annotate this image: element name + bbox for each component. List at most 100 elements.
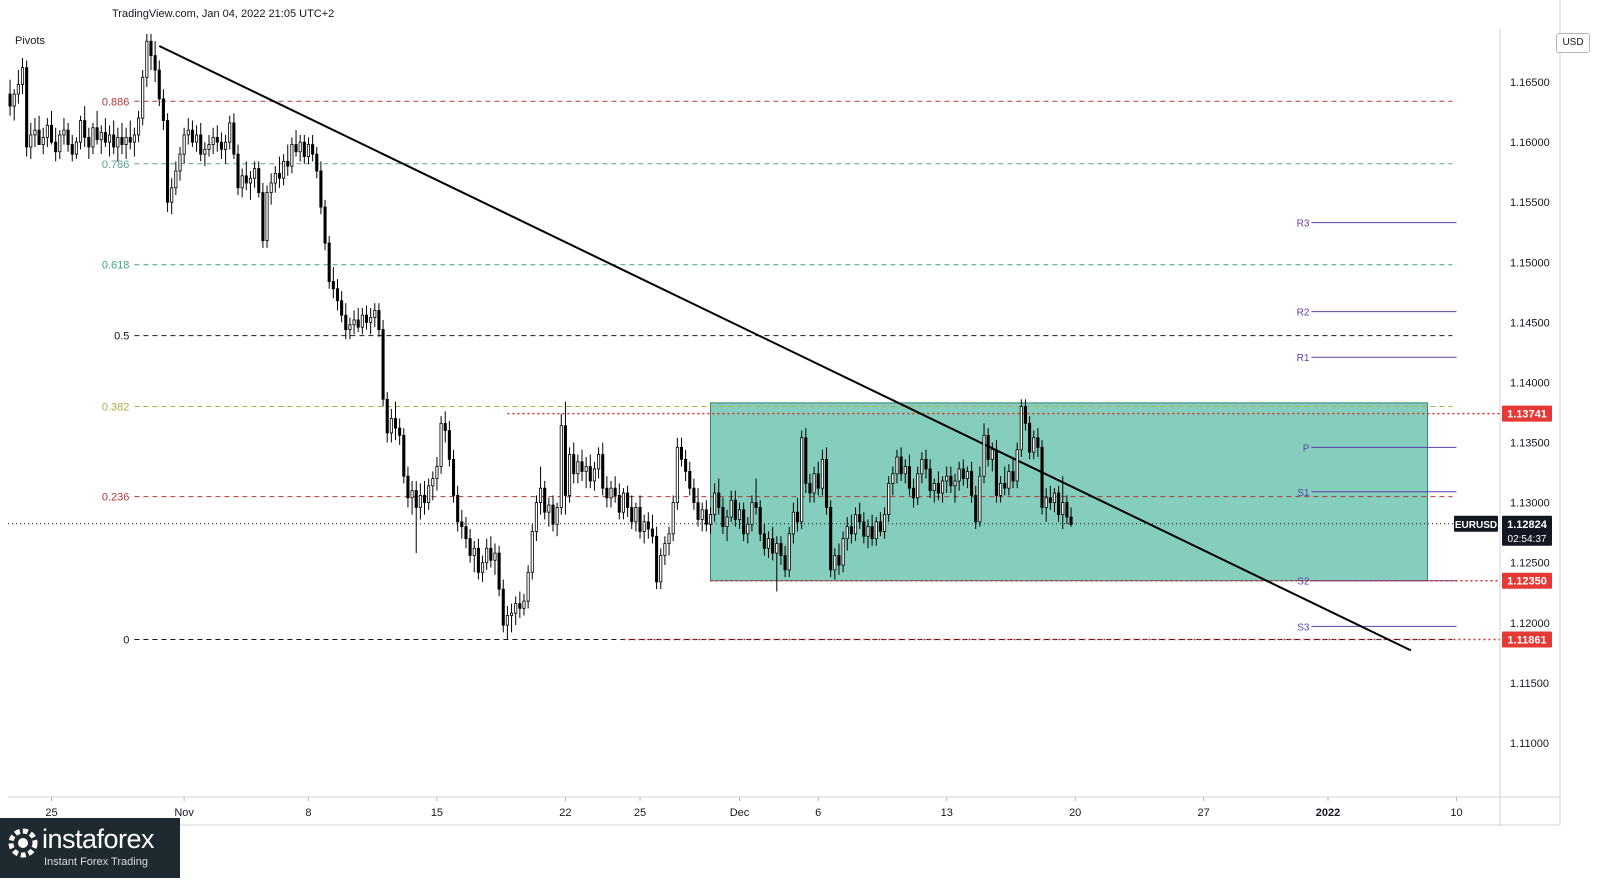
fib-level-label: 0.236	[102, 492, 130, 504]
candle-body	[733, 499, 737, 520]
candle-body	[282, 160, 286, 179]
candle-body	[771, 538, 775, 554]
candle-body	[895, 456, 899, 475]
candle-body	[824, 458, 829, 508]
candle-body	[319, 170, 323, 208]
candle-body	[422, 495, 427, 504]
pivots-indicator-label[interactable]: Pivots	[15, 35, 45, 47]
candle-body	[439, 422, 443, 467]
candle-body	[501, 588, 505, 626]
price-tick-label: 1.13000	[1510, 498, 1550, 510]
candle-body	[393, 418, 398, 429]
candle-body	[870, 526, 874, 540]
candle-body	[331, 281, 335, 290]
candle-body	[261, 192, 265, 242]
candle-body	[783, 555, 787, 571]
candle-body	[812, 473, 816, 494]
time-tick-label: Nov	[174, 807, 194, 819]
candle-body	[74, 141, 78, 155]
candle-body	[62, 129, 66, 136]
price-label-badge	[1502, 631, 1552, 648]
candle-body	[132, 134, 136, 143]
candle-body	[269, 182, 273, 194]
candle-body	[941, 480, 945, 494]
candle-body	[679, 446, 684, 460]
candle-body	[228, 122, 232, 143]
candle-body	[360, 314, 364, 328]
candle-body	[746, 523, 750, 535]
candle-body	[1011, 470, 1015, 482]
candle-body	[1057, 492, 1061, 516]
candle-body	[178, 153, 182, 172]
bar-countdown-text: 02:54:37	[1508, 534, 1547, 545]
candle-body	[849, 526, 853, 535]
candle-body	[526, 571, 530, 602]
fib-level-label: 0.786	[102, 159, 130, 171]
candle-body	[286, 160, 290, 167]
candle-body	[472, 547, 476, 556]
instaforex-logo: instaforex Instant Forex Trading	[0, 818, 180, 878]
time-tick-label: 15	[431, 807, 443, 819]
pivot-level-label: R3	[1297, 219, 1310, 230]
candle-body	[986, 434, 990, 460]
candle-body	[742, 509, 746, 535]
candle-body	[953, 480, 957, 487]
candle-body	[659, 555, 663, 583]
candle-body	[12, 93, 16, 107]
candle-body	[708, 514, 713, 525]
candle-body	[1032, 437, 1036, 453]
time-tick-label: 6	[815, 807, 821, 819]
time-tick-label: 20	[1069, 807, 1081, 819]
candle-body	[1069, 516, 1073, 525]
fib-level-label: 0.618	[102, 260, 130, 272]
candle-body	[215, 136, 219, 143]
candle-body	[945, 475, 949, 482]
candle-body	[576, 461, 580, 475]
chart-source-header: TradingView.com, Jan 04, 2022 21:05 UTC+…	[112, 8, 335, 20]
time-tick-label: 27	[1198, 807, 1210, 819]
candle-body	[621, 492, 625, 513]
candle-body	[688, 470, 692, 489]
candle-body	[460, 521, 464, 528]
candle-body	[157, 69, 161, 100]
candle-body	[804, 437, 808, 484]
candle-body	[510, 612, 514, 616]
candle-body	[729, 499, 733, 518]
candle-body	[568, 454, 572, 496]
candle-body	[650, 528, 655, 537]
symbol-label: EURUSD	[1455, 520, 1497, 531]
candle-body	[66, 129, 70, 145]
candle-body	[348, 324, 352, 330]
descending-trendline[interactable]	[158, 45, 1412, 652]
candle-body	[613, 487, 617, 496]
candle-body	[91, 127, 95, 148]
candle-body	[107, 134, 112, 143]
candle-body	[456, 495, 460, 523]
candle-body	[692, 487, 696, 504]
fib-level-label: 0	[123, 634, 129, 646]
candle-body	[928, 468, 932, 492]
candle-body	[808, 482, 812, 494]
candle-body	[555, 507, 559, 525]
candle-body	[800, 437, 804, 523]
candle-body	[994, 449, 998, 496]
candle-body	[961, 468, 965, 479]
currency-button[interactable]: USD	[1556, 33, 1590, 53]
candle-body	[887, 482, 891, 516]
candle-body	[704, 509, 708, 525]
price-label-text: 1.12350	[1507, 576, 1547, 588]
candle-body	[381, 329, 385, 400]
candle-body	[257, 168, 261, 194]
candle-body	[493, 552, 497, 561]
fib-level-label: 0.5	[114, 331, 129, 343]
candle-body	[750, 502, 754, 525]
candle-body	[87, 136, 91, 148]
candle-body	[1015, 449, 1019, 482]
candle-body	[1023, 406, 1028, 424]
candle-body	[83, 120, 87, 138]
candle-body	[315, 153, 319, 172]
candle-body	[16, 84, 20, 95]
candle-body	[410, 490, 414, 499]
